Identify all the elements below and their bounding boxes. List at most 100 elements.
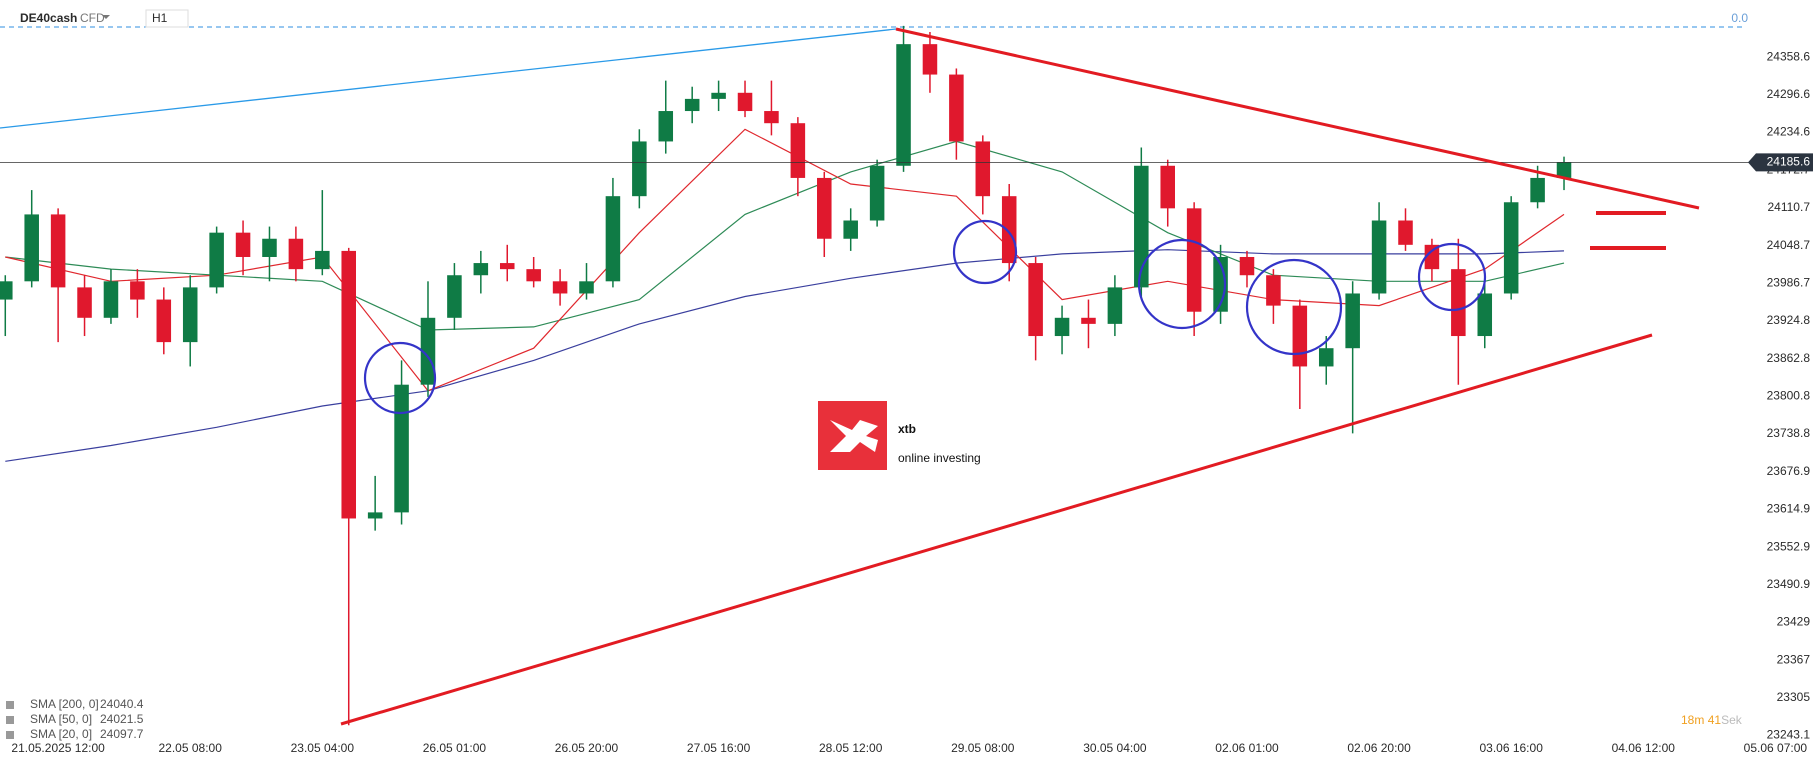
candle-body: [684, 98, 700, 112]
candle-body: [499, 263, 515, 270]
candle-body: [737, 92, 753, 112]
x-tick-label: 03.06 16:00: [1479, 741, 1543, 755]
candle-body: [949, 74, 964, 142]
y-tick-label: 24358.6: [1767, 49, 1811, 63]
x-tick-label: 04.06 12:00: [1612, 741, 1676, 755]
candle-body: [896, 44, 911, 166]
candle-body: [843, 220, 858, 239]
legend-icon: [6, 731, 14, 739]
y-tick-label: 24234.6: [1767, 125, 1811, 139]
logo-tagline: online investing: [898, 451, 981, 465]
candle-body: [1081, 317, 1096, 324]
y-tick-label: 23800.8: [1767, 389, 1811, 403]
candle-body: [632, 141, 647, 197]
x-tick-label: 30.05 04:00: [1083, 741, 1147, 755]
candle-body: [1266, 275, 1281, 306]
candle-body: [975, 141, 991, 197]
y-tick-label: 23986.7: [1767, 275, 1811, 289]
x-tick-label: 27.05 16:00: [687, 741, 751, 755]
x-tick-label: 26.05 20:00: [555, 741, 619, 755]
candle-body: [1134, 165, 1149, 288]
candle-body: [315, 250, 330, 270]
candle-body: [367, 512, 383, 519]
candle-body: [447, 275, 462, 318]
candle-body: [1239, 256, 1255, 276]
y-tick-label: 23862.8: [1767, 351, 1811, 365]
timeframe-box[interactable]: [145, 9, 189, 28]
trend-line: [0, 28, 897, 129]
countdown-sec-unit: Sek: [1721, 713, 1743, 727]
legend-value: 24040.4: [100, 697, 144, 711]
candle-body: [922, 44, 938, 75]
dropdown-arrow[interactable]: [102, 15, 110, 19]
x-tick-label: 23.05 04:00: [291, 741, 355, 755]
candle-body: [1028, 263, 1043, 337]
y-tick-label: 23490.9: [1767, 577, 1811, 591]
candle-body: [1186, 208, 1202, 312]
highlight-circle: [952, 219, 1018, 285]
symbol[interactable]: DE40cash: [20, 11, 77, 25]
countdown: 18m 41Sek: [1681, 713, 1743, 727]
y-tick-label: 24110.7: [1768, 200, 1811, 214]
candle-body: [1345, 293, 1360, 349]
candle-body: [156, 299, 172, 343]
legend-value: 24097.7: [100, 727, 144, 741]
symbol-type: CFD: [80, 11, 105, 25]
y-tick-label: 23429: [1777, 615, 1811, 629]
candle-body: [658, 111, 674, 142]
y-tick-label: 24296.6: [1767, 87, 1811, 101]
y-tick-label: 23243.1: [1767, 728, 1811, 742]
countdown-min-unit: m: [1694, 713, 1704, 727]
y-tick-label: 23676.9: [1767, 464, 1811, 478]
y-tick-label: 24048.7: [1767, 238, 1811, 252]
candle-body: [1160, 165, 1175, 209]
x-tick-label: 29.05 08:00: [951, 741, 1015, 755]
countdown-sec: 41: [1708, 713, 1722, 727]
candle-body: [1477, 293, 1493, 337]
candle-body: [1001, 196, 1017, 264]
candle-body: [1503, 202, 1519, 294]
countdown-min: 18: [1681, 713, 1695, 727]
candle-body: [77, 287, 92, 318]
y-tick-label: 23552.9: [1767, 539, 1811, 553]
candle-body: [394, 384, 409, 513]
candle-body: [288, 238, 304, 270]
legend-value: 24021.5: [100, 712, 144, 726]
sma-line: [5, 249, 1565, 462]
legend-icon: [6, 716, 14, 724]
highlight-circle: [1137, 238, 1227, 330]
candle-body: [1530, 177, 1545, 203]
candle-body: [869, 165, 885, 221]
y-tick-label: 23614.9: [1767, 502, 1811, 516]
x-tick-label: 21.05.2025 12:00: [11, 741, 105, 755]
corner-label: 0.0: [1731, 11, 1748, 25]
candle-body: [1451, 269, 1466, 337]
candle-body: [526, 269, 541, 282]
candle-body: [0, 281, 13, 300]
highlight-circle: [363, 341, 437, 415]
candle-body: [552, 281, 568, 294]
price-tag: [1748, 153, 1813, 172]
x-tick-label: 26.05 01:00: [423, 741, 487, 755]
candle-body: [1371, 220, 1387, 294]
price-tag-label: 24185.6: [1767, 155, 1811, 169]
legend-name: SMA [20, 0]: [30, 727, 92, 741]
candle-body: [235, 232, 251, 257]
candle-body: [262, 238, 277, 257]
y-tick-label: 23305: [1777, 690, 1811, 704]
highlight-circle: [1417, 242, 1487, 312]
legend-icon: [6, 701, 14, 709]
x-tick-label: 02.06 20:00: [1347, 741, 1411, 755]
trend-line: [895, 27, 1700, 210]
candle-body: [1424, 244, 1440, 270]
candle-body: [1556, 162, 1572, 178]
candle-body: [473, 263, 489, 276]
logo-name: xtb: [898, 422, 916, 436]
candle-body: [103, 281, 119, 318]
candle-body: [764, 111, 779, 124]
y-tick-label: 23738.8: [1767, 426, 1811, 440]
x-tick-label: 22.05 08:00: [159, 741, 223, 755]
y-tick-label: 23367: [1777, 652, 1811, 666]
highlight-circle: [1245, 258, 1343, 356]
trend-line: [340, 333, 1653, 726]
